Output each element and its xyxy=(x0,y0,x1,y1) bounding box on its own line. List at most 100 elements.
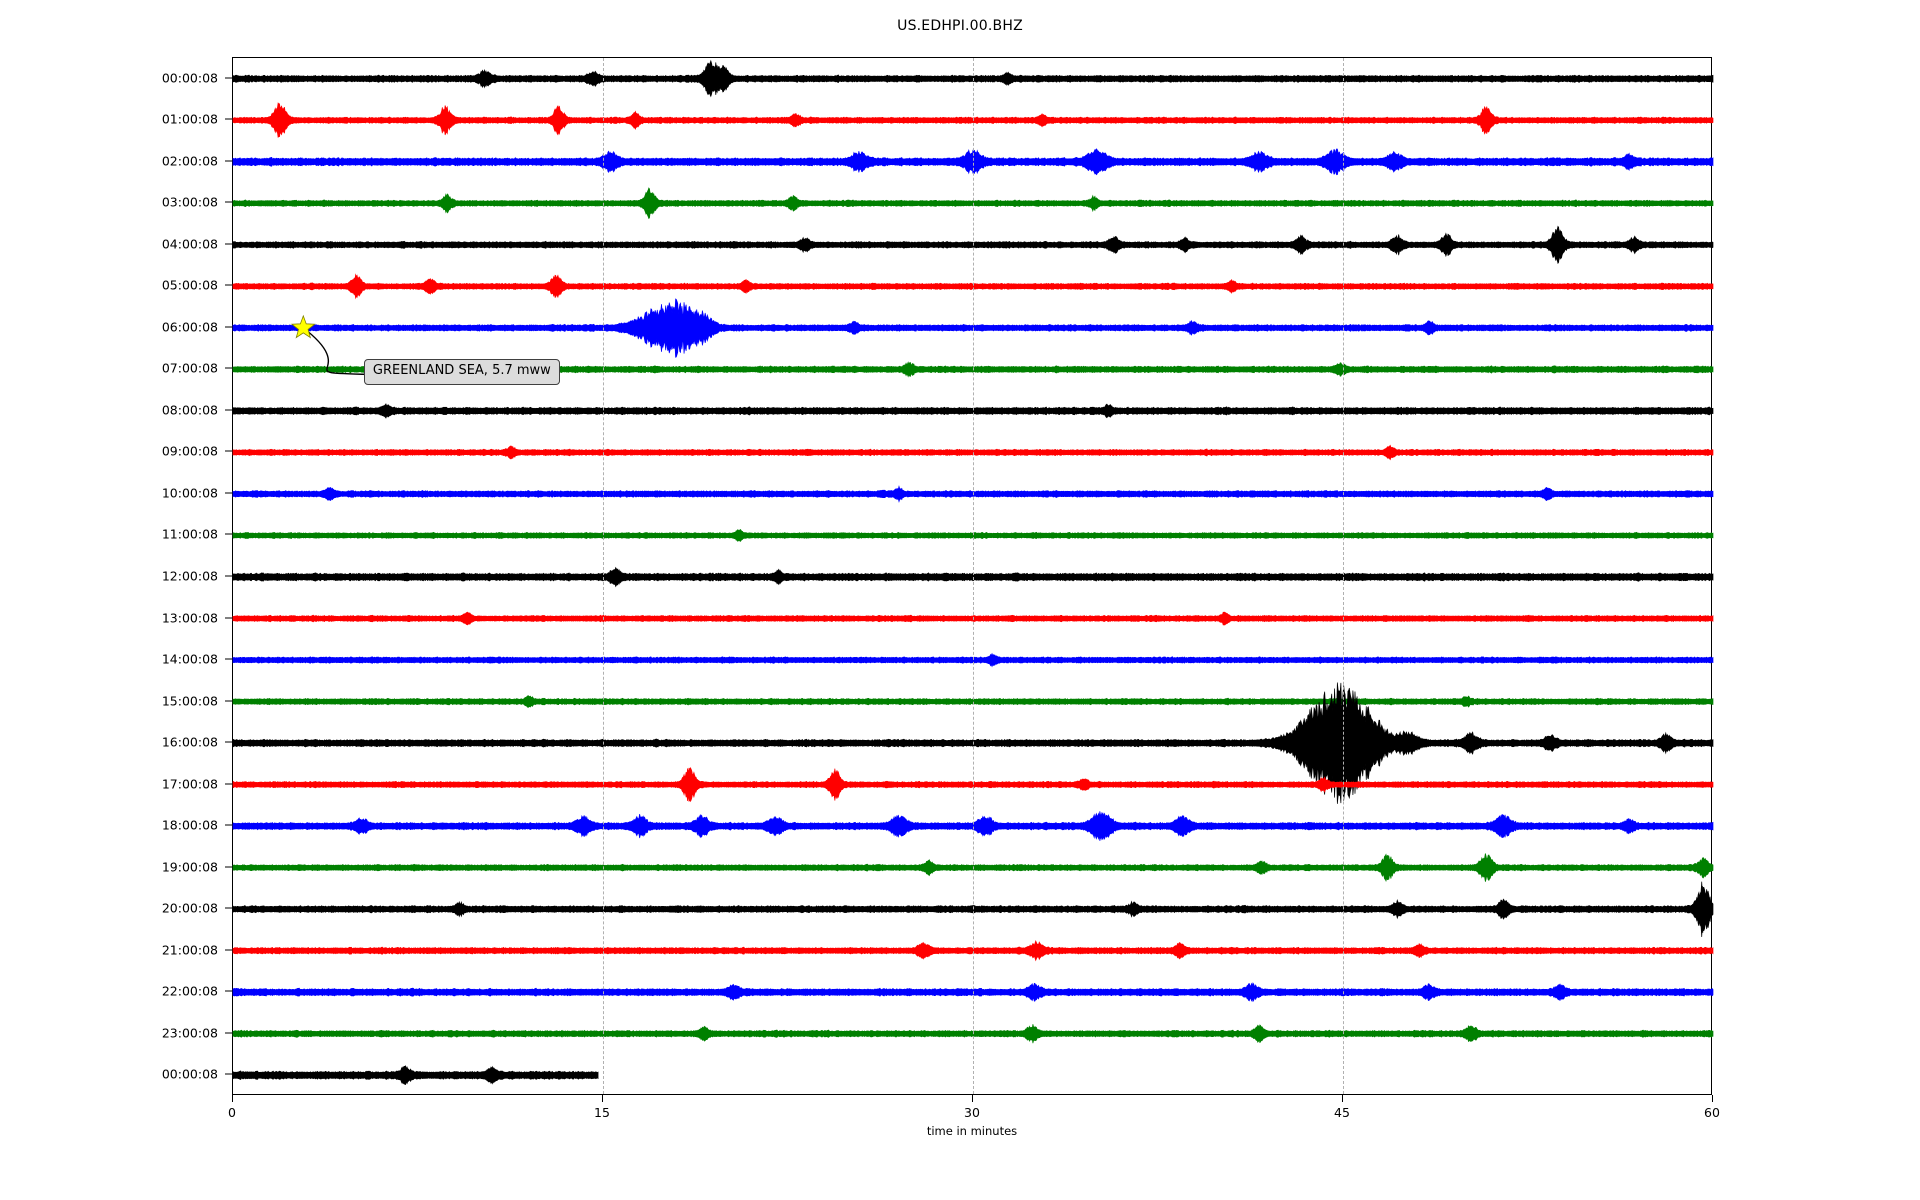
trace-event-18-4 xyxy=(772,819,779,834)
y-tick-label-17: 17:00:08 xyxy=(161,776,218,792)
trace-event-2-5 xyxy=(1332,152,1339,172)
y-tick-mark-5 xyxy=(225,284,232,286)
y-tick-label-22: 22:00:08 xyxy=(161,983,218,999)
trace-event-16-0 xyxy=(1320,703,1341,784)
y-tick-mark-23 xyxy=(225,1032,232,1034)
x-tick-mark-60 xyxy=(1712,1095,1713,1102)
event-annotation-label[interactable]: GREENLAND SEA, 5.7 mww xyxy=(363,359,560,386)
y-tick-label-7: 07:00:08 xyxy=(161,360,218,376)
page-title: US.EDHPI.00.BHZ xyxy=(897,18,1023,34)
trace-event-2-0 xyxy=(607,154,614,169)
y-tick-mark-7 xyxy=(225,367,232,369)
trace-event-17-0 xyxy=(687,770,692,800)
trace-event-2-3 xyxy=(1092,152,1100,171)
trace-event-5-2 xyxy=(553,277,559,296)
y-tick-label-3: 03:00:08 xyxy=(161,194,218,210)
trace-event-19-3 xyxy=(1483,856,1489,880)
y-tick-label-6: 06:00:08 xyxy=(161,319,218,335)
trace-event-0-3 xyxy=(721,70,727,88)
y-tick-label-21: 21:00:08 xyxy=(161,942,218,958)
y-tick-label-16: 16:00:08 xyxy=(161,734,218,750)
trace-00-00-08-24 xyxy=(232,1065,599,1086)
trace-event-2-4 xyxy=(1256,154,1263,169)
trace-event-6-1 xyxy=(676,314,688,343)
trace-event-4-4 xyxy=(1394,237,1400,252)
y-tick-mark-6 xyxy=(225,326,232,328)
y-tick-mark-4 xyxy=(225,243,232,245)
y-tick-mark-3 xyxy=(225,201,232,203)
trace-event-6-0 xyxy=(652,311,668,345)
trace-event-2-1 xyxy=(856,154,863,170)
y-tick-mark-13 xyxy=(225,617,232,619)
y-tick-mark-21 xyxy=(225,949,232,951)
y-tick-mark-19 xyxy=(225,866,232,868)
x-tick-label-45: 45 xyxy=(1334,1105,1350,1120)
trace-event-18-8 xyxy=(1179,819,1186,834)
trace-event-19-2 xyxy=(1385,856,1390,879)
x-tick-mark-45 xyxy=(1342,1095,1343,1102)
trace-event-18-9 xyxy=(1500,817,1507,835)
gridline-30 xyxy=(973,58,974,1094)
x-tick-label-30: 30 xyxy=(964,1105,980,1120)
y-tick-label-19: 19:00:08 xyxy=(161,859,218,875)
y-tick-label-11: 11:00:08 xyxy=(161,526,218,542)
gridline-15 xyxy=(603,58,604,1094)
star-marker[interactable] xyxy=(290,314,316,339)
y-tick-label-1: 01:00:08 xyxy=(161,111,218,127)
y-tick-mark-18 xyxy=(225,824,232,826)
y-tick-label-0: 00:00:08 xyxy=(161,70,218,86)
x-tick-mark-15 xyxy=(602,1095,603,1102)
y-tick-mark-8 xyxy=(225,409,232,411)
y-tick-mark-2 xyxy=(225,160,232,162)
y-axis-tick-layer: 00:00:08 01:00:08 02:00:08 03:00:08 04:00:08… xyxy=(0,57,232,1095)
y-tick-label-14: 14:00:08 xyxy=(161,651,218,667)
trace-event-1-6 xyxy=(1483,109,1489,132)
trace-event-17-1 xyxy=(832,771,838,798)
trace-event-16-4 xyxy=(1468,735,1474,751)
trace-event-16-2 xyxy=(1370,730,1381,756)
trace-event-1-1 xyxy=(442,109,448,132)
y-tick-mark-10 xyxy=(225,492,232,494)
y-tick-label-12: 12:00:08 xyxy=(161,568,218,584)
trace-event-18-3 xyxy=(698,818,705,834)
y-tick-mark-1 xyxy=(225,118,232,120)
trace-event-18-7 xyxy=(1097,813,1105,839)
y-tick-label-5: 05:00:08 xyxy=(161,277,218,293)
y-tick-mark-14 xyxy=(225,658,232,660)
y-tick-mark-16 xyxy=(225,741,232,743)
trace-event-19-4 xyxy=(1701,859,1706,876)
y-tick-label-8: 08:00:08 xyxy=(161,402,218,418)
y-tick-mark-15 xyxy=(225,700,232,702)
x-axis-tick-layer: 0 15 30 45 60 xyxy=(228,1095,1720,1155)
x-tick-label-15: 15 xyxy=(594,1105,610,1120)
y-tick-label-10: 10:00:08 xyxy=(161,485,218,501)
y-tick-label-13: 13:00:08 xyxy=(161,610,218,626)
trace-event-20-4 xyxy=(1700,886,1706,933)
y-tick-label-9: 09:00:08 xyxy=(161,443,218,459)
y-tick-mark-20 xyxy=(225,907,232,909)
gridline-45 xyxy=(1343,58,1344,1094)
y-tick-mark-0 xyxy=(225,77,232,79)
x-tick-label-60: 60 xyxy=(1704,1105,1720,1120)
y-tick-label-4: 04:00:08 xyxy=(161,236,218,252)
y-tick-label-15: 15:00:08 xyxy=(161,693,218,709)
x-tick-label-0: 0 xyxy=(228,1105,236,1120)
trace-event-4-6 xyxy=(1555,230,1561,260)
y-tick-label-23: 23:00:08 xyxy=(161,1025,218,1041)
annotation-layer xyxy=(290,314,370,376)
trace-event-3-1 xyxy=(647,191,653,216)
x-tick-mark-30 xyxy=(972,1095,973,1102)
trace-event-18-6 xyxy=(982,818,989,834)
trace-event-18-5 xyxy=(896,818,902,835)
y-tick-label-24: 00:00:08 xyxy=(161,1066,218,1082)
trace-event-1-0 xyxy=(277,105,283,136)
trace-event-18-2 xyxy=(637,818,643,834)
trace-event-4-5 xyxy=(1444,236,1449,254)
y-tick-label-2: 02:00:08 xyxy=(161,153,218,169)
x-axis-label: time in minutes xyxy=(926,1124,1018,1138)
y-tick-mark-9 xyxy=(225,450,232,452)
annotation-leader-line xyxy=(302,327,370,376)
trace-event-1-2 xyxy=(556,108,561,133)
y-tick-mark-17 xyxy=(225,783,232,785)
